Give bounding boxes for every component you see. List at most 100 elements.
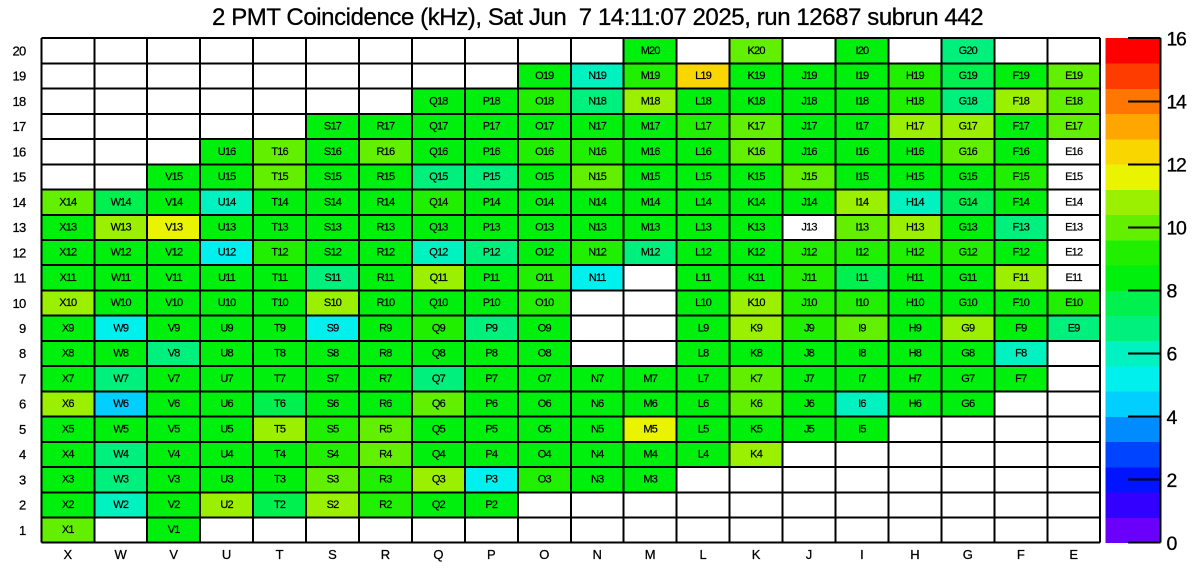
svg-text:K19: K19 [748, 70, 766, 82]
svg-text:P7: P7 [485, 373, 498, 385]
svg-text:X8: X8 [62, 348, 75, 360]
svg-text:T5: T5 [274, 423, 286, 435]
svg-text:I15: I15 [855, 171, 869, 183]
svg-text:2: 2 [1167, 470, 1177, 492]
svg-text:16: 16 [13, 144, 26, 159]
svg-text:K4: K4 [750, 449, 763, 461]
svg-text:T11: T11 [272, 272, 288, 284]
svg-text:F15: F15 [1013, 171, 1030, 183]
svg-text:G: G [963, 547, 973, 562]
svg-text:W9: W9 [113, 322, 129, 334]
svg-text:E16: E16 [1065, 146, 1083, 158]
svg-text:F7: F7 [1015, 373, 1027, 385]
svg-text:X1: X1 [62, 524, 75, 536]
svg-text:S14: S14 [324, 196, 342, 208]
svg-text:X9: X9 [62, 322, 75, 334]
svg-text:H12: H12 [906, 247, 924, 259]
svg-text:V12: V12 [165, 247, 183, 259]
svg-text:P13: P13 [483, 222, 501, 234]
svg-text:F11: F11 [1013, 272, 1029, 284]
svg-text:I8: I8 [858, 348, 866, 360]
svg-text:W: W [115, 547, 128, 562]
svg-text:O10: O10 [535, 297, 554, 309]
svg-text:M17: M17 [641, 121, 661, 133]
svg-text:U4: U4 [220, 449, 233, 461]
svg-text:G9: G9 [961, 322, 975, 334]
svg-text:O: O [539, 547, 549, 562]
svg-text:F19: F19 [1013, 70, 1030, 82]
svg-text:L16: L16 [695, 146, 712, 158]
svg-text:R5: R5 [379, 423, 392, 435]
svg-text:L14: L14 [695, 196, 712, 208]
svg-text:U6: U6 [220, 398, 233, 410]
svg-text:Q9: Q9 [432, 322, 446, 334]
svg-text:J12: J12 [801, 247, 817, 259]
svg-text:G13: G13 [959, 222, 978, 234]
svg-text:L13: L13 [695, 222, 712, 234]
svg-text:J9: J9 [804, 322, 815, 334]
svg-text:K11: K11 [748, 272, 765, 284]
svg-text:L18: L18 [695, 95, 712, 107]
svg-text:Q6: Q6 [432, 398, 446, 410]
svg-text:Q2: Q2 [432, 499, 446, 511]
svg-text:H9: H9 [909, 322, 922, 334]
svg-text:J16: J16 [801, 146, 817, 158]
svg-text:X2: X2 [62, 499, 75, 511]
svg-text:Q8: Q8 [432, 348, 446, 360]
svg-text:W13: W13 [111, 222, 132, 234]
svg-text:G18: G18 [959, 95, 978, 107]
svg-text:I19: I19 [855, 70, 869, 82]
svg-text:E17: E17 [1065, 121, 1083, 133]
svg-text:U5: U5 [220, 423, 233, 435]
svg-text:S10: S10 [324, 297, 342, 309]
svg-text:X13: X13 [59, 222, 77, 234]
svg-text:T16: T16 [271, 146, 288, 158]
svg-text:N7: N7 [591, 373, 604, 385]
svg-text:L8: L8 [698, 348, 709, 360]
svg-text:T10: T10 [271, 297, 288, 309]
svg-text:N: N [593, 547, 602, 562]
svg-text:19: 19 [13, 69, 26, 84]
svg-text:V14: V14 [165, 196, 183, 208]
svg-text:V13: V13 [165, 222, 183, 234]
svg-text:N4: N4 [591, 449, 604, 461]
svg-text:K12: K12 [748, 247, 766, 259]
svg-text:S6: S6 [327, 398, 340, 410]
svg-text:4: 4 [1167, 407, 1178, 429]
svg-text:V9: V9 [168, 322, 181, 334]
svg-text:T12: T12 [271, 247, 288, 259]
svg-text:T2: T2 [274, 499, 286, 511]
svg-text:S5: S5 [327, 423, 340, 435]
svg-text:V5: V5 [168, 423, 181, 435]
svg-text:H13: H13 [906, 222, 924, 234]
svg-text:R17: R17 [377, 121, 395, 133]
svg-text:N13: N13 [588, 222, 606, 234]
svg-text:Q4: Q4 [432, 449, 446, 461]
svg-text:3: 3 [19, 472, 26, 487]
svg-text:W3: W3 [113, 474, 129, 486]
svg-text:K9: K9 [750, 322, 763, 334]
svg-text:X6: X6 [62, 398, 75, 410]
svg-text:T8: T8 [274, 348, 286, 360]
svg-text:R3: R3 [379, 474, 392, 486]
svg-text:J11: J11 [802, 272, 817, 284]
svg-text:K17: K17 [748, 121, 766, 133]
svg-text:M14: M14 [641, 196, 661, 208]
svg-text:M20: M20 [641, 45, 661, 57]
svg-text:W10: W10 [111, 297, 132, 309]
svg-text:F14: F14 [1013, 196, 1030, 208]
svg-text:S: S [328, 547, 337, 562]
svg-text:O17: O17 [535, 121, 554, 133]
svg-text:S7: S7 [327, 373, 340, 385]
svg-text:Q13: Q13 [429, 222, 448, 234]
svg-text:V6: V6 [168, 398, 181, 410]
svg-text:I5: I5 [858, 423, 866, 435]
svg-text:L15: L15 [695, 171, 712, 183]
svg-text:S12: S12 [324, 247, 342, 259]
svg-text:E13: E13 [1065, 222, 1083, 234]
svg-text:K14: K14 [748, 196, 766, 208]
svg-text:R4: R4 [379, 449, 392, 461]
svg-text:J17: J17 [801, 121, 817, 133]
svg-text:U8: U8 [220, 348, 233, 360]
svg-text:E15: E15 [1065, 171, 1083, 183]
